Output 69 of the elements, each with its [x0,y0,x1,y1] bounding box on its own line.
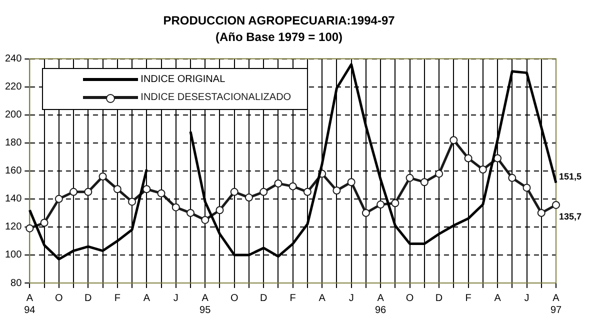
point [186,208,195,217]
x-tick-label: A 96 [375,292,387,316]
x-tick-label: D [435,292,443,304]
point [84,188,92,196]
point [260,188,268,196]
data-label: 151,5 [559,171,582,182]
point [537,208,546,217]
y-tick-label: 80 [10,278,22,289]
point [113,185,122,194]
point [464,154,472,162]
point [244,194,253,202]
x-tick-label: A 94 [24,292,36,316]
point [391,199,400,208]
x-tick-label: F [290,292,296,304]
point [216,206,224,214]
point [508,174,516,182]
point [26,224,34,232]
x-tick-label: A 97 [550,292,562,316]
x-tick-label: D [260,292,268,304]
x-tick-label: A 95 [200,292,212,316]
x-tick-label: J [524,292,530,304]
y-tick-label: 240 [4,54,22,65]
y-tick-label: 220 [4,82,22,93]
chart-subtitle: (Año Base 1979 = 100) [215,30,343,44]
x-tick-label: O [406,292,414,304]
point [494,154,502,162]
point [70,188,78,196]
y-tick-label: 140 [4,194,22,205]
point [332,186,341,195]
y-tick-label: 100 [4,250,22,261]
point [40,218,48,227]
x-tick-label: O [230,292,238,304]
x-tick-label: F [465,292,472,304]
point [274,180,282,188]
point [478,166,487,174]
x-tick-label: A [143,292,150,304]
x-tick-label: D [84,292,92,304]
point [172,203,180,212]
y-tick-label: 160 [4,166,22,177]
y-tick-label: 200 [4,110,22,121]
y-tick-label: 120 [4,222,22,233]
point [522,184,531,192]
point [201,216,210,224]
point [450,136,458,144]
point [362,208,370,217]
point [157,189,166,198]
point [230,188,238,196]
x-tick-label: O [55,292,64,304]
point [303,188,312,196]
data-label: 135,7 [559,211,582,222]
x-tick-label: J [173,292,178,304]
point [376,200,385,209]
point [54,194,63,203]
x-tick-label: A [494,292,502,304]
point [406,174,414,182]
point [288,182,297,190]
x-tick-label: J [348,292,354,304]
point [347,178,356,186]
legend-box: INDICE ORIGINAL INDICE DESESTACIONALIZADO [42,68,308,110]
point [435,170,444,178]
point [98,172,107,181]
chart-title: PRODUCCION AGROPECUARIA:1994-97 [163,14,396,28]
point [128,198,136,206]
point [420,178,428,186]
x-tick-label: A [318,292,326,304]
x-tick-label: F [114,292,120,304]
point [552,200,560,209]
point [142,185,151,194]
y-tick-label: 180 [4,138,22,149]
